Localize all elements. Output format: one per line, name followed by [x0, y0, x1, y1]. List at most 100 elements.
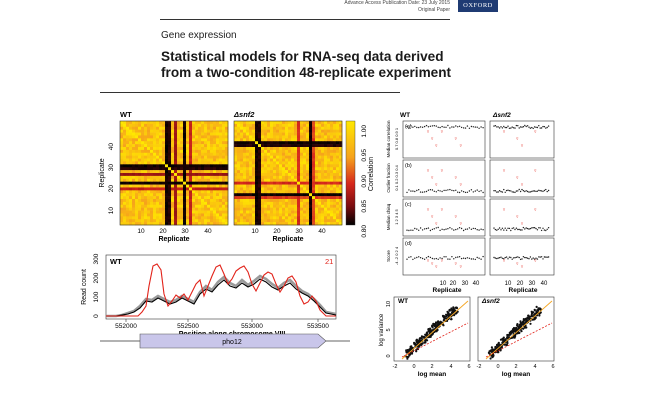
heatmap-cell [285, 158, 289, 162]
heatmap-cell [147, 196, 151, 200]
heatmap-cell [336, 170, 340, 174]
heatmap-cell [186, 138, 190, 142]
heatmap-wt-title: WT [120, 110, 132, 119]
heatmap-cell [261, 190, 265, 194]
heatmap-cell [177, 135, 181, 139]
metrics-snf2-xtick: 30 [529, 281, 536, 287]
heatmap-cell [120, 196, 124, 200]
metric-point [437, 126, 439, 128]
heatmap-cell [306, 141, 310, 145]
heatmap-cell [177, 222, 181, 226]
heatmap-cell [129, 190, 133, 194]
heatmap-cell [225, 141, 229, 145]
gene-arrow-pho12[interactable] [139, 333, 327, 349]
heatmap-cell [327, 158, 331, 162]
heatmap-cell [234, 219, 238, 223]
heatmap-cell [177, 187, 181, 191]
heatmap-cell [270, 210, 274, 214]
heatmap-cell [171, 158, 175, 162]
heatmap-cell [165, 178, 169, 182]
heatmap-cell [288, 121, 292, 125]
heatmap-cell [291, 184, 295, 188]
heatmap-cell [138, 222, 142, 226]
heatmap-cell [216, 123, 220, 128]
heatmap-cell [150, 129, 154, 133]
heatmap-cell [219, 175, 223, 180]
metric-point [526, 190, 529, 193]
heatmap-cell [120, 219, 124, 223]
heatmap-cell [240, 123, 244, 128]
article-title[interactable]: Statistical models for RNA-seq data deri… [161, 49, 461, 81]
metrics-snf2-xtick: 10 [505, 281, 512, 287]
metric-point [431, 257, 434, 260]
heatmap-cell [318, 138, 322, 142]
heatmap-cell [267, 132, 271, 136]
heatmap-cell [294, 204, 298, 208]
metric-point [517, 256, 519, 258]
heatmap-cell [132, 193, 136, 197]
heatmap-cell [237, 152, 241, 156]
heatmap-cell [135, 147, 139, 151]
metric-point [522, 126, 525, 128]
heatmap-cell [234, 121, 238, 125]
metric-point [460, 190, 463, 192]
heatmap-cell [222, 175, 226, 180]
heatmap-cell [246, 138, 250, 142]
heatmap-cell [219, 170, 223, 174]
heatmap-cell [225, 132, 229, 136]
heatmap-cell [288, 216, 292, 220]
heatmap-cell [315, 178, 319, 182]
heatmap-cell [330, 135, 334, 139]
heatmap-cell [177, 207, 181, 211]
heatmap-cell [192, 184, 196, 188]
heatmap-cell [270, 129, 274, 133]
heatmap-cell [234, 199, 238, 203]
heatmap-cell [159, 201, 163, 206]
heatmap-cell [246, 126, 250, 130]
metric-point [540, 229, 543, 232]
publisher-logo[interactable]: OXFORD [458, 0, 498, 12]
heatmap-cell [135, 219, 139, 223]
metric-point [525, 190, 527, 192]
heatmap-cell [264, 167, 268, 171]
heatmap-cell [168, 216, 172, 220]
heatmap-cell [279, 149, 283, 154]
metric-point [408, 229, 410, 232]
heatmap-cell [141, 204, 145, 208]
metric-point [533, 190, 536, 192]
heatmap-cell [201, 178, 205, 182]
heatmap-cell [234, 123, 238, 128]
heatmap-cell [222, 210, 226, 214]
heatmap-cell [276, 126, 280, 130]
heatmap-cell [270, 173, 274, 177]
heatmap-cell [144, 196, 148, 200]
heatmap-cell [198, 121, 202, 125]
metric-point [437, 258, 439, 260]
heatmap-cell [321, 187, 325, 191]
heatmap-cell [273, 158, 277, 162]
heatmap-wt [120, 121, 229, 226]
heatmap-cell [309, 193, 313, 197]
heatmap-cell [162, 149, 166, 154]
heatmap-cell [303, 144, 307, 148]
heatmap-cell [126, 199, 130, 203]
heatmap-cell [309, 210, 313, 214]
heatmap-cell [144, 190, 148, 194]
heatmap-cell [339, 144, 343, 148]
metric-point [429, 229, 432, 232]
metric-point [414, 227, 416, 230]
heatmap-cell [186, 144, 190, 148]
heatmap-cell [123, 158, 127, 162]
heatmap-cell [195, 152, 199, 156]
heatmap-cell [216, 170, 220, 174]
metric-point [526, 125, 529, 127]
heatmap-cell [183, 147, 187, 151]
heatmap-cell [276, 222, 280, 226]
heatmap-cell [219, 201, 223, 206]
heatmap-cell [249, 178, 253, 182]
heatmap-cell [246, 190, 250, 194]
heatmap-cell [153, 129, 157, 133]
heatmap-cell [156, 178, 160, 182]
heatmap-cell [168, 155, 172, 159]
heatmap-cell [318, 201, 322, 206]
